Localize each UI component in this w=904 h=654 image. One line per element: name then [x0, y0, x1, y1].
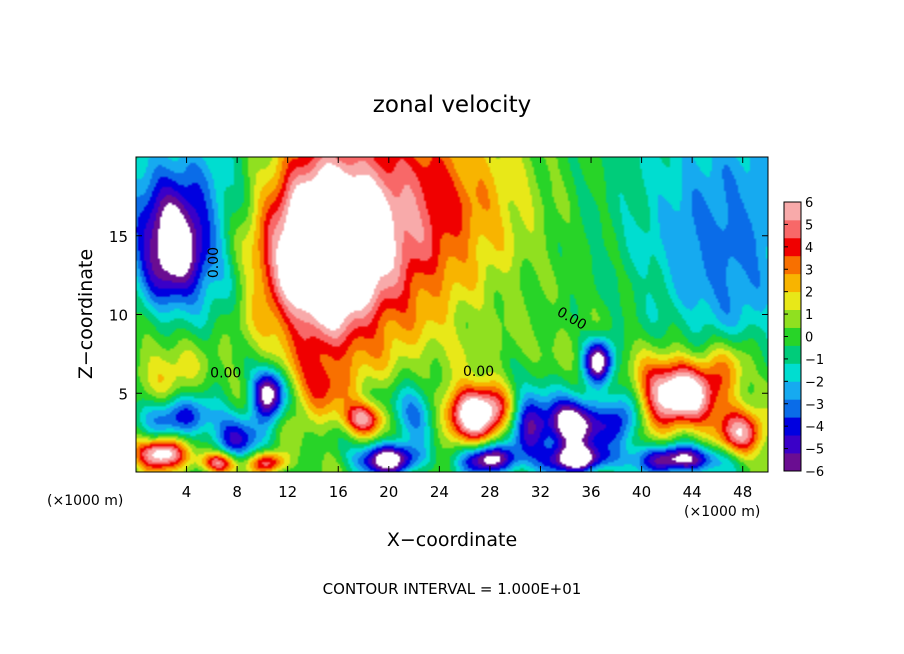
colorbar-cell: [784, 453, 801, 472]
x-tick-label: 12: [278, 483, 297, 501]
colorbar-cell: [784, 399, 801, 418]
colorbar-tick-label: 3: [805, 263, 813, 278]
x-axis-unit-left: (×1000 m): [47, 493, 123, 509]
colorbar: 6 5 4 3 2 1 0 −1 −2 −3 −4 −5 −6: [783, 196, 824, 480]
colorbar-cell: [784, 291, 801, 310]
x-axis-label: X−coordinate: [387, 529, 517, 551]
x-tick-label: 20: [379, 483, 398, 501]
colorbar-tick-label: 2: [805, 286, 813, 301]
x-tick-label: 4: [182, 483, 192, 501]
colorbar-tick-label: −5: [805, 443, 824, 458]
contour-label: 0.00: [463, 364, 494, 380]
x-tick-label: 36: [581, 483, 600, 501]
x-axis-ticks: 4 8 12 16 20 24 28 32 36 40 44 48: [182, 157, 752, 501]
colorbar-tick-label: 4: [805, 241, 813, 256]
colorbar-cell: [784, 363, 801, 382]
colorbar-cell: [784, 219, 801, 239]
colorbar-cell: [784, 309, 801, 328]
colorbar-cell: [784, 202, 801, 221]
colorbar-tick-label: 1: [805, 308, 813, 323]
colorbar-cell: [784, 237, 801, 257]
colorbar-cells: [784, 202, 801, 472]
x-tick-label: 44: [683, 483, 702, 501]
colorbar-cell: [784, 417, 801, 436]
contour-label: 0.00: [206, 247, 222, 278]
colorbar-tick-label: 5: [805, 218, 813, 233]
colorbar-ticks: 6 5 4 3 2 1 0 −1 −2 −3 −4 −5 −6: [784, 196, 824, 480]
colorbar-cell: [784, 327, 801, 346]
x-tick-label: 8: [232, 483, 242, 501]
colorbar-tick-label: −3: [805, 398, 824, 413]
y-tick-label: 15: [109, 228, 128, 246]
y-tick-label: 10: [109, 307, 128, 325]
x-tick-label: 40: [632, 483, 651, 501]
contour-label: 0.00: [210, 366, 241, 382]
colorbar-tick-label: 6: [805, 196, 813, 211]
x-tick-label: 24: [430, 483, 449, 501]
colorbar-tick-label: 0: [805, 331, 813, 346]
colorbar-cell: [784, 345, 801, 364]
colorbar-tick-label: −1: [805, 353, 824, 368]
x-tick-label: 16: [329, 483, 348, 501]
colorbar-cell: [784, 273, 801, 293]
heatmap-field: [136, 157, 768, 472]
colorbar-cell: [784, 435, 801, 454]
x-tick-label: 28: [480, 483, 499, 501]
colorbar-cell: [784, 381, 801, 400]
x-axis-unit-right: (×1000 m): [684, 504, 760, 520]
x-tick-label: 32: [531, 483, 550, 501]
plot-area: 0.000.00 0.000.00: [135, 156, 769, 473]
y-axis-ticks: 5 10 15: [109, 228, 768, 403]
contour-interval-note: CONTOUR INTERVAL = 1.000E+01: [323, 580, 582, 598]
y-tick-label: 5: [118, 385, 128, 403]
colorbar-cell: [784, 255, 801, 275]
x-tick-label: 48: [733, 483, 752, 501]
colorbar-tick-label: −6: [805, 465, 824, 480]
colorbar-tick-label: −2: [805, 375, 824, 390]
y-axis-label: Z−coordinate: [75, 249, 97, 379]
colorbar-tick-label: −4: [805, 420, 824, 435]
chart-title: zonal velocity: [373, 92, 531, 118]
